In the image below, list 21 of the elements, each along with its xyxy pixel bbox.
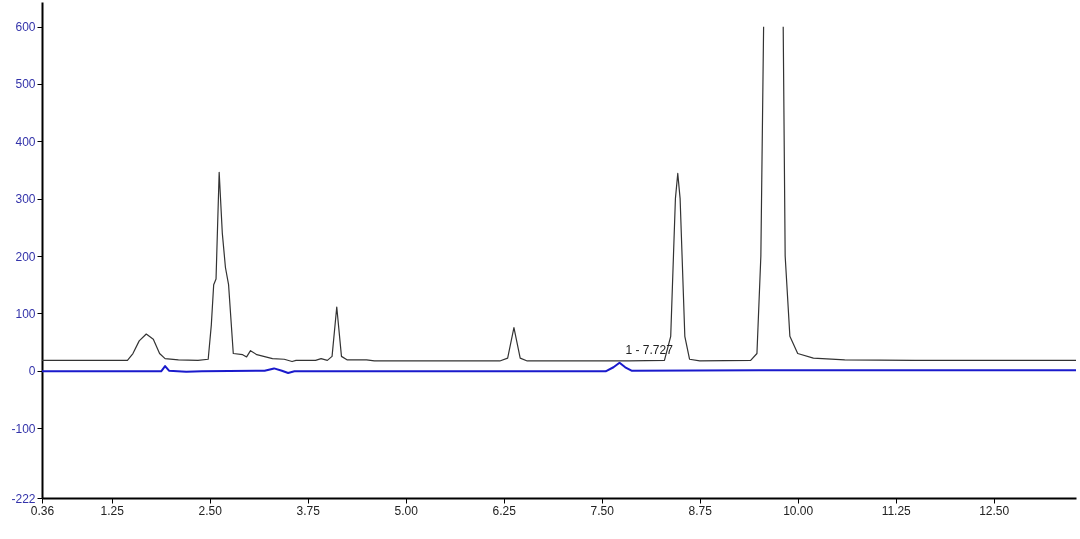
y-tick-label: -222 — [11, 491, 36, 506]
y-tick-label: 100 — [15, 306, 36, 321]
x-tick-label: 5.00 — [394, 503, 419, 518]
x-tick-label: 8.75 — [688, 503, 713, 518]
y-tick-label: 0 — [28, 364, 36, 379]
y-tick-label: 400 — [15, 134, 36, 149]
x-tick-label: 10.00 — [783, 503, 814, 518]
x-tick-label: 3.75 — [296, 503, 321, 518]
y-tick-label: 500 — [15, 77, 36, 92]
x-tick-label: 12.50 — [979, 503, 1010, 518]
x-tick-label: 11.25 — [881, 503, 912, 518]
line-series — [42, 361, 1076, 374]
x-tick-label: 6.25 — [492, 503, 517, 518]
y-tick-label: 200 — [15, 249, 36, 264]
y-tick-label: 300 — [15, 192, 36, 207]
x-tick-label: 2.50 — [198, 503, 223, 518]
x-tick-label: 7.50 — [590, 503, 615, 518]
x-tick-label: 1.25 — [100, 503, 125, 518]
y-tick-label: -100 — [11, 421, 36, 436]
x-tick-label: 0.36 — [30, 503, 55, 518]
y-tick-label: 600 — [15, 20, 36, 35]
